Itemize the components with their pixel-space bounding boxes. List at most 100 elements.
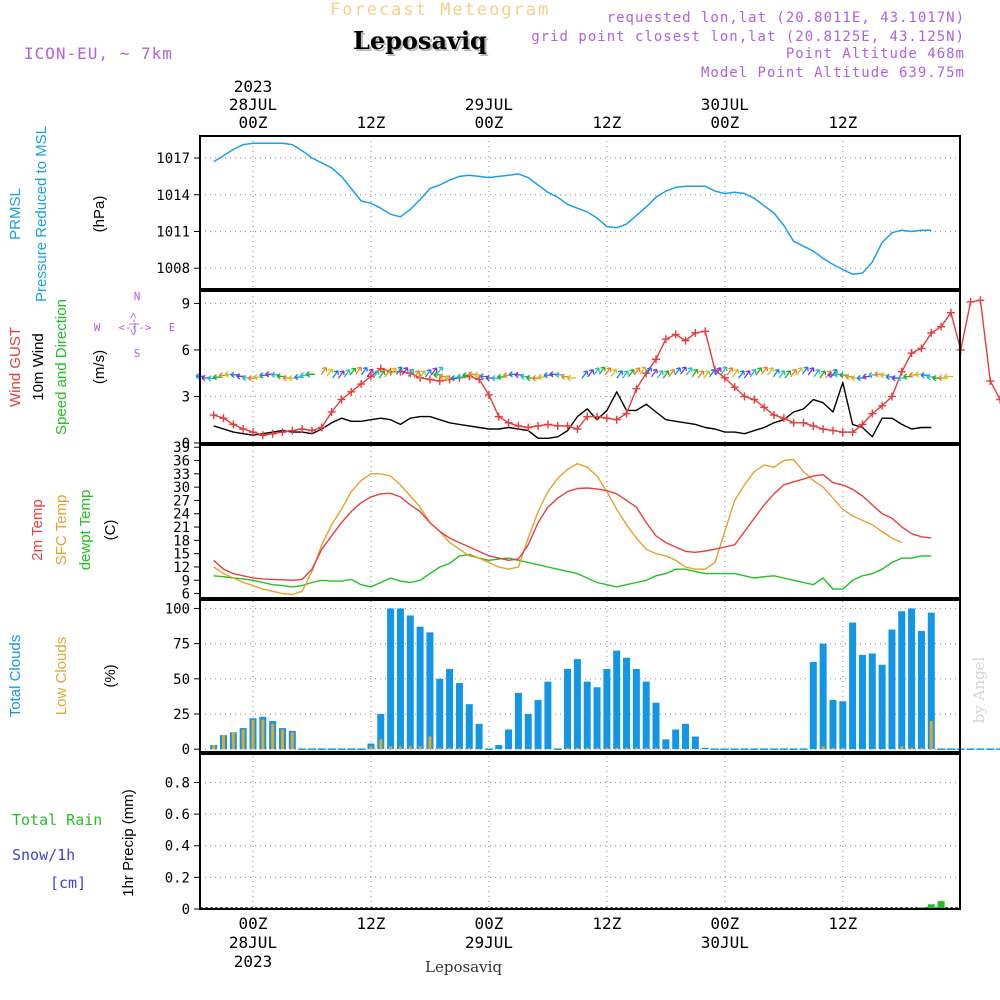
precip-y-tick-label: 0.4 — [165, 839, 190, 855]
wind-y-tick-label: 6 — [182, 343, 190, 359]
gust-marker — [278, 428, 287, 437]
temp-y-tick-label: 27 — [173, 493, 190, 509]
gust-marker — [327, 407, 336, 416]
gust-marker — [612, 415, 621, 424]
wind-gust-label: Wind GUST — [7, 327, 24, 407]
total-cloud-bar — [908, 608, 916, 750]
cloud-y-tick-label: 100 — [165, 601, 190, 617]
wind-direction-arrow — [755, 367, 763, 376]
gust-marker — [760, 403, 769, 412]
wind-direction-arrow — [401, 366, 409, 376]
wind-direction-arrow — [326, 368, 334, 377]
total-cloud-bar — [858, 654, 866, 750]
low-cloud-bar — [271, 723, 275, 750]
gust-marker — [258, 431, 267, 440]
total-cloud-bar — [475, 723, 483, 750]
wind-direction-arrow — [587, 368, 595, 378]
gust-marker — [740, 392, 749, 401]
top-time-label: 29JUL — [465, 95, 513, 114]
gust-marker — [828, 426, 837, 435]
wind-direction-arrow — [332, 370, 339, 379]
gust-marker — [838, 428, 847, 437]
wind-direction-arrow — [656, 370, 664, 379]
wind-direction-arrow — [320, 366, 328, 376]
gust-marker — [249, 428, 257, 437]
snow-label: Snow/1h — [12, 846, 75, 864]
cloud-y-tick-label: 25 — [173, 707, 190, 723]
total-cloud-bar — [927, 612, 935, 750]
total-cloud-bar — [642, 681, 650, 750]
sfc-temp-line — [213, 458, 903, 596]
temp-panel-frame — [199, 444, 961, 599]
gust-marker — [661, 335, 670, 344]
bottom-time-label: 00Z — [239, 914, 268, 933]
total-cloud-bar — [426, 632, 434, 750]
gust-marker — [553, 421, 562, 430]
wind-direction-arrow — [622, 370, 629, 379]
top-time-label: 12Z — [357, 113, 386, 132]
gust-marker — [288, 426, 297, 435]
watermark: by Angel — [970, 656, 988, 723]
wind-direction-arrow — [305, 371, 316, 378]
gust-marker — [966, 297, 975, 306]
temp-y-tick-label: 15 — [173, 547, 190, 563]
gust-marker — [848, 428, 857, 437]
cloud-y-tick-label: 0 — [182, 742, 190, 758]
wind-gust-line — [213, 299, 1000, 436]
model-altitude: Model Point Altitude 639.75m — [700, 65, 965, 81]
total-cloud-bar — [495, 744, 503, 750]
wind-direction-arrow — [749, 368, 757, 378]
total-cloud-bar — [613, 650, 621, 750]
gust-marker — [239, 425, 248, 434]
bottom-time-label: 12Z — [357, 914, 386, 933]
low-cloud-bar — [467, 747, 471, 750]
top-time-label: 00Z — [710, 113, 739, 132]
wind-direction-arrow — [691, 368, 699, 378]
low-cloud-bar — [290, 732, 294, 750]
temp-2m-line — [213, 474, 932, 581]
rain-bar — [937, 901, 945, 909]
wind-direction-arrow — [349, 367, 357, 376]
low-cloud-bar — [615, 747, 619, 750]
gust-marker — [357, 380, 366, 389]
low-cloud-bar — [251, 719, 255, 750]
low-cloud-bar — [379, 739, 383, 750]
bottom-time-label: 2023 — [234, 952, 273, 971]
compass-east: E — [169, 321, 176, 334]
temp-y-tick-label: 39 — [173, 440, 190, 456]
wind-direction-arrow — [407, 368, 415, 377]
total-cloud-bar — [416, 626, 424, 750]
gust-marker — [720, 373, 729, 382]
temp-2m-label: 2m Temp — [29, 499, 46, 560]
gust-marker — [514, 421, 523, 430]
temp-y-tick-label: 21 — [173, 520, 190, 536]
compass-west: W — [94, 321, 101, 334]
total-cloud-bar — [691, 736, 699, 750]
gust-marker — [976, 296, 985, 305]
gust-marker — [475, 375, 484, 384]
wind-direction-arrow — [813, 368, 821, 378]
gust-marker — [917, 344, 926, 353]
gust-marker — [897, 367, 906, 376]
wind-direction-arrow — [778, 370, 786, 379]
wind-direction-arrow — [709, 368, 716, 378]
wind-direction-arrow — [627, 368, 635, 378]
low-cloud-bar — [634, 747, 638, 750]
pressure-label-msl: Pressure Reduced to MSL — [33, 126, 50, 302]
cloud-y-tick-label: 50 — [173, 672, 190, 688]
total-cloud-bar — [534, 699, 542, 750]
wind-direction-arrow — [645, 367, 653, 376]
temp-y-tick-label: 33 — [173, 467, 190, 483]
wind-direction-arrow — [732, 368, 740, 378]
low-cloud-bar — [212, 744, 216, 750]
gust-marker — [799, 418, 808, 427]
pressure-y-tick-label: 1011 — [156, 224, 190, 240]
wind-direction-arrow — [395, 366, 403, 375]
wind-y-tick-label: 9 — [182, 296, 190, 312]
wind-direction-arrow — [772, 368, 780, 378]
total-cloud-bar — [377, 714, 385, 750]
total-cloud-bar — [819, 643, 827, 750]
total-cloud-bar — [593, 687, 601, 750]
wind-direction-arrow — [807, 367, 815, 376]
wind-speed-line — [213, 381, 932, 439]
